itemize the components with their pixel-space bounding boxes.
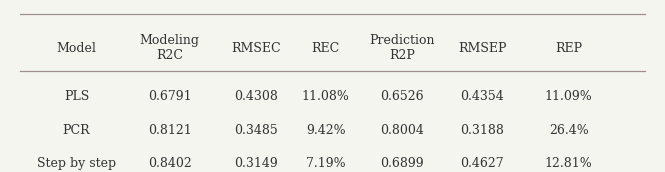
Text: 0.3149: 0.3149	[234, 157, 278, 170]
Text: 0.6791: 0.6791	[148, 90, 192, 103]
Text: REC: REC	[312, 42, 340, 55]
Text: 0.8402: 0.8402	[148, 157, 192, 170]
Text: REP: REP	[555, 42, 582, 55]
Text: PLS: PLS	[64, 90, 89, 103]
Text: 0.3485: 0.3485	[234, 124, 278, 137]
Text: 0.6899: 0.6899	[380, 157, 424, 170]
Text: Model: Model	[57, 42, 96, 55]
Text: 7.19%: 7.19%	[306, 157, 346, 170]
Text: 11.08%: 11.08%	[302, 90, 350, 103]
Text: 0.8121: 0.8121	[148, 124, 192, 137]
Text: 0.4354: 0.4354	[460, 90, 504, 103]
Text: 0.8004: 0.8004	[380, 124, 424, 137]
Text: 11.09%: 11.09%	[545, 90, 593, 103]
Text: PCR: PCR	[63, 124, 90, 137]
Text: 0.3188: 0.3188	[460, 124, 504, 137]
Text: 0.6526: 0.6526	[380, 90, 424, 103]
Text: 0.4627: 0.4627	[460, 157, 504, 170]
Text: 26.4%: 26.4%	[549, 124, 589, 137]
Text: RMSEC: RMSEC	[231, 42, 281, 55]
Text: Modeling
R2C: Modeling R2C	[140, 34, 200, 62]
Text: 12.81%: 12.81%	[545, 157, 593, 170]
Text: 9.42%: 9.42%	[306, 124, 346, 137]
Text: Prediction
R2P: Prediction R2P	[370, 34, 435, 62]
Text: Step by step: Step by step	[37, 157, 116, 170]
Text: RMSEP: RMSEP	[458, 42, 506, 55]
Text: 0.4308: 0.4308	[234, 90, 278, 103]
